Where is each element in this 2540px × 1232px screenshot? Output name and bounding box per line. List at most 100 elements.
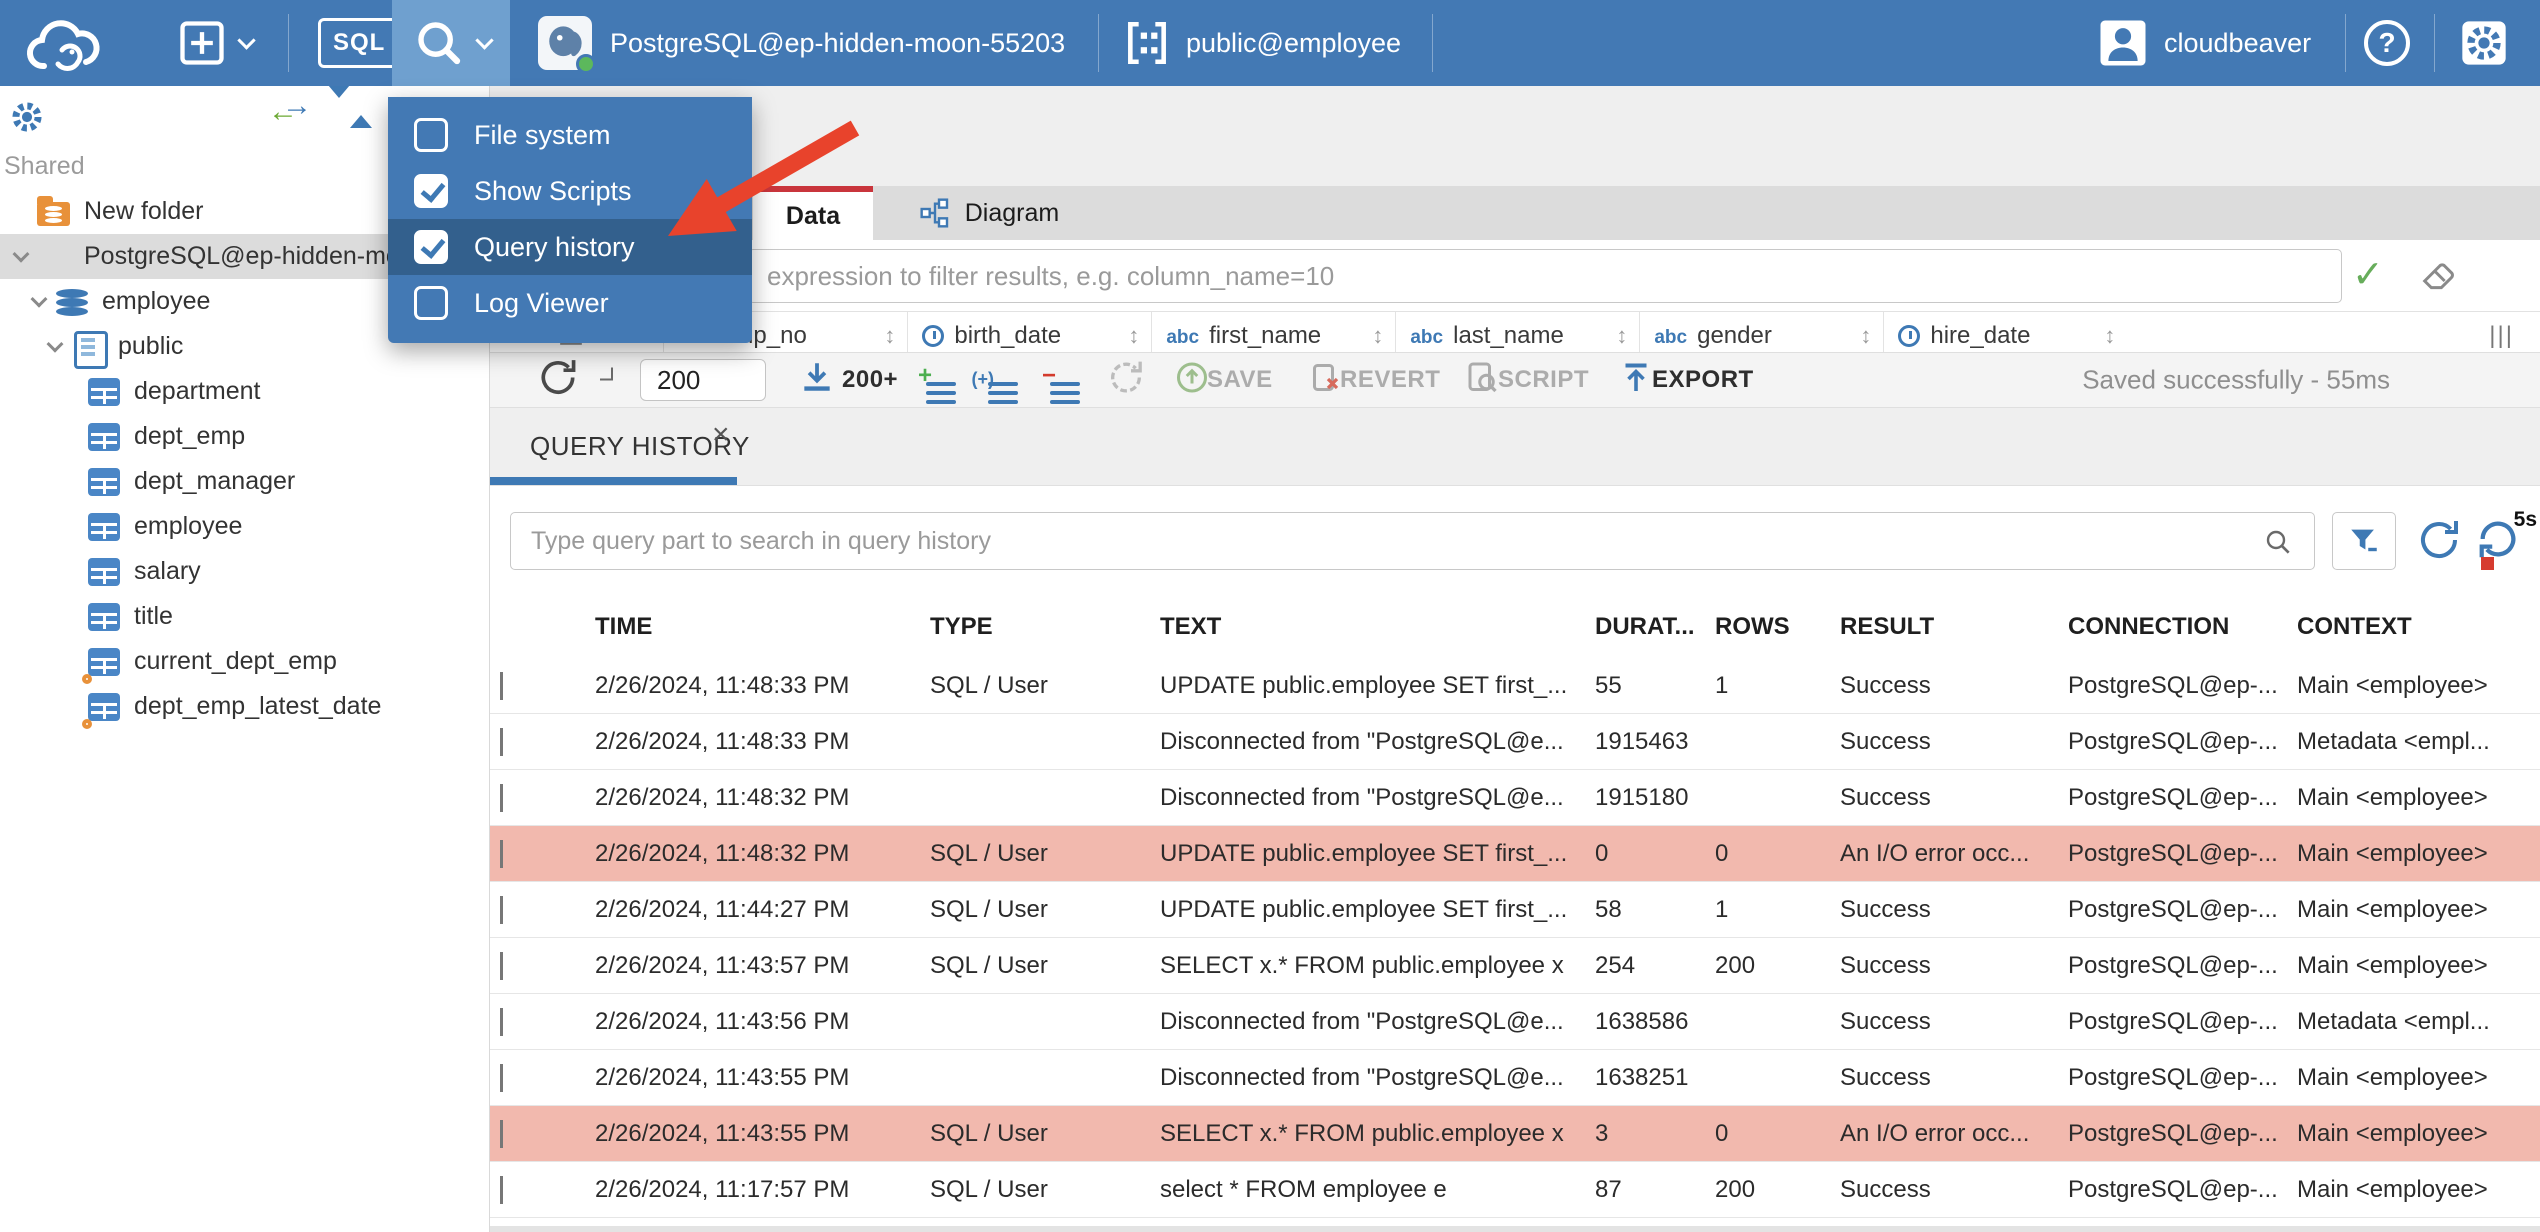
- sort-icon[interactable]: ↕: [1860, 323, 1872, 348]
- refresh-button[interactable]: [536, 356, 580, 405]
- history-row[interactable]: 2/26/2024, 11:17:57 PM SQL / User select…: [490, 1162, 2540, 1218]
- chevron-down-icon[interactable]: [40, 335, 70, 353]
- history-row[interactable]: 2/26/2024, 11:43:57 PM SQL / User SELECT…: [490, 938, 2540, 994]
- sync-connection-button[interactable]: → ←: [268, 91, 312, 127]
- tree-item[interactable]: New folder: [0, 189, 489, 234]
- tree-item[interactable]: public: [0, 324, 489, 369]
- sort-icon[interactable]: ↕: [884, 323, 896, 348]
- column-header-time[interactable]: TIME: [595, 613, 653, 640]
- help-button[interactable]: ?: [2364, 20, 2410, 66]
- script-label[interactable]: SCRIPT: [1498, 366, 1590, 393]
- auto-refresh-timer-button[interactable]: 5s: [2475, 508, 2537, 570]
- checkbox[interactable]: [414, 174, 448, 208]
- sort-icon[interactable]: ↕: [1616, 323, 1628, 348]
- tab-data[interactable]: Data: [753, 186, 873, 240]
- expand-row-button[interactable]: [490, 1119, 585, 1148]
- column-header-type[interactable]: TYPE: [930, 613, 993, 640]
- chevron-down-icon: [500, 839, 503, 868]
- history-row[interactable]: 2/26/2024, 11:48:33 PM Disconnected from…: [490, 714, 2540, 770]
- clear-filter-button[interactable]: [2418, 256, 2458, 301]
- column-header-connection[interactable]: CONNECTION: [2068, 613, 2230, 640]
- apply-filter-icon[interactable]: ✓: [2352, 254, 2384, 296]
- chevron-down-icon[interactable]: [24, 290, 54, 308]
- sort-icon[interactable]: ↕: [2104, 323, 2116, 348]
- grid-settings-icon[interactable]: |||: [2489, 322, 2514, 349]
- expand-row-button[interactable]: [490, 1175, 585, 1204]
- history-filter-button[interactable]: [2332, 512, 2396, 570]
- expand-row-button[interactable]: [490, 727, 585, 756]
- history-row[interactable]: 2/26/2024, 11:48:33 PM SQL / User UPDATE…: [490, 658, 2540, 714]
- row-limit-input[interactable]: [640, 359, 766, 401]
- collapse-all-button[interactable]: [328, 86, 372, 128]
- save-button[interactable]: [1174, 360, 1210, 401]
- export-label[interactable]: EXPORT: [1652, 366, 1754, 393]
- revert-button[interactable]: [1307, 360, 1343, 401]
- sidebar-settings-button[interactable]: [8, 98, 46, 141]
- dropdown-menu-item[interactable]: Show Scripts: [388, 163, 752, 219]
- expand-row-button[interactable]: [490, 671, 585, 700]
- tree-item[interactable]: employee: [0, 504, 489, 549]
- load-more-button[interactable]: [798, 359, 836, 402]
- expand-row-button[interactable]: [490, 895, 585, 924]
- grid-column-header[interactable]: birth_date ↕: [907, 312, 1151, 352]
- tree-item[interactable]: title: [0, 594, 489, 639]
- schema-selector[interactable]: public@employee: [1122, 18, 1401, 68]
- new-connection-button[interactable]: [176, 17, 256, 69]
- history-row[interactable]: 2/26/2024, 11:43:56 PM Disconnected from…: [490, 994, 2540, 1050]
- grid-column-header[interactable]: first_name ↕: [1151, 312, 1395, 352]
- sort-icon[interactable]: ↕: [1372, 323, 1384, 348]
- tools-menu-button[interactable]: [392, 0, 510, 86]
- tree-item[interactable]: department: [0, 369, 489, 414]
- checkbox[interactable]: [414, 230, 448, 264]
- expand-row-button[interactable]: [490, 839, 585, 868]
- history-row[interactable]: 2/26/2024, 11:43:55 PM Disconnected from…: [490, 1050, 2540, 1106]
- tree-item[interactable]: dept_emp_latest_date: [0, 684, 489, 729]
- history-row[interactable]: 2/26/2024, 11:48:32 PM SQL / User UPDATE…: [490, 826, 2540, 882]
- expand-row-button[interactable]: [490, 783, 585, 812]
- history-refresh-button[interactable]: [2415, 516, 2463, 569]
- tree-item[interactable]: salary: [0, 549, 489, 594]
- history-row[interactable]: 2/26/2024, 11:44:27 PM SQL / User UPDATE…: [490, 882, 2540, 938]
- load-more-label[interactable]: 200+: [842, 366, 899, 393]
- column-header-result[interactable]: RESULT: [1840, 613, 1935, 640]
- history-search-input[interactable]: [510, 512, 2315, 570]
- settings-button[interactable]: [2458, 17, 2510, 69]
- checkbox[interactable]: [414, 286, 448, 320]
- filter-expression-input[interactable]: [748, 249, 2342, 303]
- expand-row-button[interactable]: [490, 1007, 585, 1036]
- expand-row-button[interactable]: [490, 1063, 585, 1092]
- sql-editor-button[interactable]: SQL: [318, 18, 401, 68]
- column-header-rows[interactable]: ROWS: [1715, 613, 1790, 640]
- script-button[interactable]: [1464, 360, 1500, 401]
- history-row[interactable]: 2/26/2024, 11:48:32 PM Disconnected from…: [490, 770, 2540, 826]
- history-row[interactable]: 2/26/2024, 11:43:55 PM SQL / User SELECT…: [490, 1106, 2540, 1162]
- history-duration: 254: [1595, 951, 1636, 979]
- dropdown-menu-item[interactable]: Log Viewer: [388, 275, 752, 331]
- user-menu[interactable]: cloudbeaver: [2096, 16, 2311, 70]
- tree-item[interactable]: dept_manager: [0, 459, 489, 504]
- auto-refresh-button[interactable]: [1106, 358, 1146, 403]
- tab-query-history[interactable]: QUERY HISTORY: [530, 408, 750, 485]
- chevron-down-icon[interactable]: [600, 367, 613, 381]
- grid-column-header[interactable]: gender ↕: [1639, 312, 1883, 352]
- expand-row-button[interactable]: [490, 951, 585, 980]
- revert-label[interactable]: REVERT: [1340, 366, 1441, 393]
- grid-column-header[interactable]: hire_date ↕: [1883, 312, 2127, 352]
- column-header-duration[interactable]: DURAT...: [1595, 613, 1695, 640]
- tree-item[interactable]: dept_emp: [0, 414, 489, 459]
- tree-item[interactable]: current_dept_emp: [0, 639, 489, 684]
- tab-diagram[interactable]: Diagram: [873, 186, 1105, 240]
- active-connection[interactable]: PostgreSQL@ep-hidden-moon-55203: [538, 16, 1065, 74]
- dropdown-menu-item[interactable]: File system: [388, 107, 752, 163]
- history-text: Disconnected from "PostgreSQL@e...: [1160, 1063, 1564, 1091]
- column-header-context[interactable]: CONTEXT: [2297, 613, 2412, 640]
- chevron-down-icon[interactable]: [6, 245, 36, 263]
- save-label[interactable]: SAVE: [1207, 366, 1273, 393]
- checkbox[interactable]: [414, 118, 448, 152]
- export-button[interactable]: [1618, 360, 1654, 401]
- close-icon[interactable]: ×: [712, 418, 730, 451]
- grid-column-header[interactable]: last_name ↕: [1395, 312, 1639, 352]
- column-header-text[interactable]: TEXT: [1160, 613, 1222, 640]
- sort-icon[interactable]: ↕: [1128, 323, 1140, 348]
- tree-item[interactable]: employee: [0, 279, 489, 324]
